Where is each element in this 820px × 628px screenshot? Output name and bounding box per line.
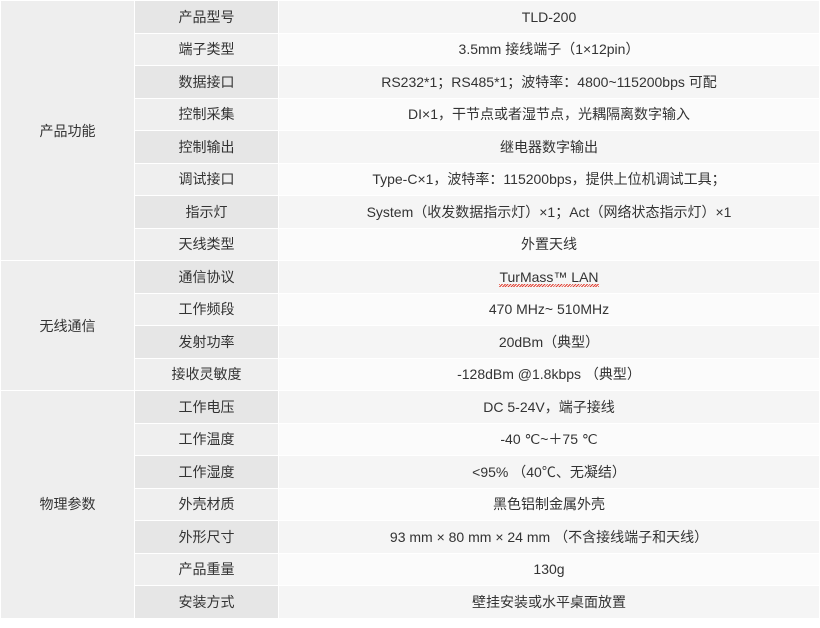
row-label: 外形尺寸 [134, 520, 279, 554]
row-label: 指示灯 [134, 195, 279, 229]
row-label: 接收灵敏度 [134, 357, 279, 391]
table-row: 天线类型 外置天线 [1, 227, 820, 261]
table-row: 接收灵敏度 -128dBm @1.8kbps （典型） [1, 357, 820, 391]
table-row: 调试接口 Type-C×1，波特率：115200bps，提供上位机调试工具； [1, 162, 820, 196]
table-row: 物理参数 工作电压 DC 5-24V，端子接线 [0, 390, 820, 619]
row-value: -40 ℃~＋75 ℃ [278, 422, 820, 456]
table-row: 工作频段 470 MHz~ 510MHz [1, 292, 820, 326]
row-value: 壁挂安装或水平桌面放置 [278, 585, 820, 619]
row-label: 天线类型 [134, 227, 279, 261]
row-value: DI×1，干节点或者湿节点，光耦隔离数字输入 [278, 97, 820, 131]
protocol-value-text: TurMass™ LAN [499, 268, 599, 285]
group-label-product-function: 产品功能 [0, 0, 135, 261]
row-label: 工作湿度 [134, 455, 279, 489]
row-value: 外置天线 [278, 227, 820, 261]
row-label: 产品重量 [134, 552, 279, 586]
row-label: 工作电压 [134, 390, 279, 424]
group-label-wireless-communication: 无线通信 [0, 260, 135, 391]
row-label: 端子类型 [134, 32, 279, 66]
row-label: 控制输出 [134, 130, 279, 164]
row-value: 93 mm × 80 mm × 24 mm （不含接线端子和天线） [278, 520, 820, 554]
table-row: 端子类型 3.5mm 接线端子（1×12pin） [1, 32, 820, 66]
row-label: 产品型号 [134, 0, 279, 34]
row-value: Type-C×1，波特率：115200bps，提供上位机调试工具； [278, 162, 820, 196]
table-row: 控制输出 继电器数字输出 [1, 130, 820, 164]
row-label: 数据接口 [134, 65, 279, 99]
row-label: 控制采集 [134, 97, 279, 131]
table-row: 无线通信 通信协议 TurMass™ LAN [0, 260, 820, 391]
table-row: 工作湿度 <95% （40℃、无凝结） [1, 455, 820, 489]
row-label: 外壳材质 [134, 487, 279, 521]
table-row: 产品重量 130g [1, 552, 820, 586]
row-label: 工作频段 [134, 292, 279, 326]
row-value: 470 MHz~ 510MHz [278, 292, 820, 326]
row-label: 调试接口 [134, 162, 279, 196]
table-row: 发射功率 20dBm（典型） [1, 325, 820, 359]
row-value: 继电器数字输出 [278, 130, 820, 164]
table-row: 数据接口 RS232*1；RS485*1；波特率：4800~115200bps … [1, 65, 820, 99]
row-value: TLD-200 [278, 0, 820, 34]
row-value: <95% （40℃、无凝结） [278, 455, 820, 489]
row-value: -128dBm @1.8kbps （典型） [278, 357, 820, 391]
table-row: 指示灯 System（收发数据指示灯）×1；Act（网络状态指示灯）×1 [1, 195, 820, 229]
row-value: 20dBm（典型） [278, 325, 820, 359]
row-value: 黑色铝制金属外壳 [278, 487, 820, 521]
row-label: 通信协议 [134, 260, 279, 294]
row-label: 安装方式 [134, 585, 279, 619]
table-row: 产品功能 产品型号 TLD-200 [0, 0, 820, 261]
row-value: RS232*1；RS485*1；波特率：4800~115200bps 可配 [278, 65, 820, 99]
row-value: 3.5mm 接线端子（1×12pin） [278, 32, 820, 66]
row-label: 发射功率 [134, 325, 279, 359]
row-value: TurMass™ LAN [278, 260, 820, 294]
row-value: System（收发数据指示灯）×1；Act（网络状态指示灯）×1 [278, 195, 820, 229]
table-row: 外壳材质 黑色铝制金属外壳 [1, 487, 820, 521]
group-label-physical-parameters: 物理参数 [0, 390, 135, 619]
row-value: DC 5-24V，端子接线 [278, 390, 820, 424]
row-value: 130g [278, 552, 820, 586]
table-row: 工作温度 -40 ℃~＋75 ℃ [1, 422, 820, 456]
row-label: 工作温度 [134, 422, 279, 456]
table-row: 控制采集 DI×1，干节点或者湿节点，光耦隔离数字输入 [1, 97, 820, 131]
table-row: 安装方式 壁挂安装或水平桌面放置 [1, 585, 820, 619]
